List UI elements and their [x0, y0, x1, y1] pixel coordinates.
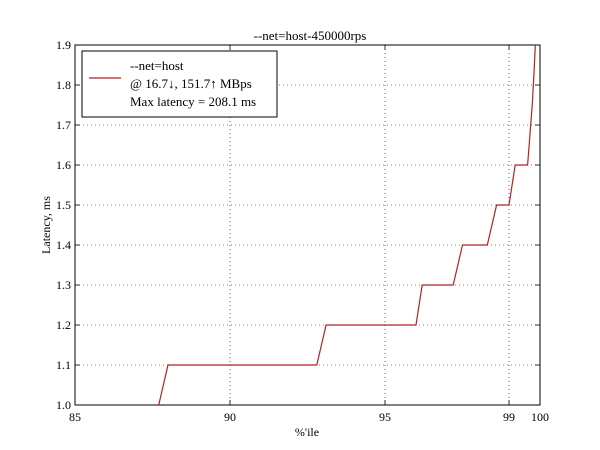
y-tick-label: 1.1	[56, 358, 71, 372]
legend-label-max-latency: Max latency = 208.1 ms	[130, 94, 256, 109]
legend-label-series: --net=host	[130, 58, 184, 73]
y-tick-label: 1.0	[56, 398, 71, 412]
y-tick-label: 1.6	[56, 158, 71, 172]
plot-area-frame	[74, 44, 541, 406]
series-line-net-host	[158, 44, 536, 406]
y-tick-label: 1.2	[56, 318, 71, 332]
y-tick-label: 1.5	[56, 198, 71, 212]
y-tick-label: 1.9	[56, 38, 71, 52]
legend: --net=host @ 16.7↓, 151.7↑ MBps Max late…	[81, 50, 278, 118]
x-tick-label: 95	[379, 410, 391, 424]
tick-layer: 1.0 1.1 1.2 1.3 1.4 1.5 1.6 1.7 1.8 1.9 85 90 95 99 10…	[56, 38, 549, 424]
x-tick-label: 100	[531, 410, 549, 424]
x-axis-label: %'ile	[295, 425, 319, 439]
y-axis-label: Latency, ms	[39, 196, 53, 254]
x-tick-label: 90	[224, 410, 236, 424]
legend-box	[81, 50, 278, 118]
legend-label-throughput: @ 16.7↓, 151.7↑ MBps	[130, 76, 252, 91]
y-tick-label: 1.4	[56, 238, 71, 252]
chart-title: --net=host-450000rps	[254, 28, 367, 43]
y-tick-label: 1.3	[56, 278, 71, 292]
grid-layer	[75, 45, 540, 405]
y-tick-label: 1.8	[56, 78, 71, 92]
y-tick-label: 1.7	[56, 118, 71, 132]
x-tick-label: 85	[69, 410, 81, 424]
series-layer	[158, 44, 536, 406]
x-tick-label: 99	[503, 410, 515, 424]
